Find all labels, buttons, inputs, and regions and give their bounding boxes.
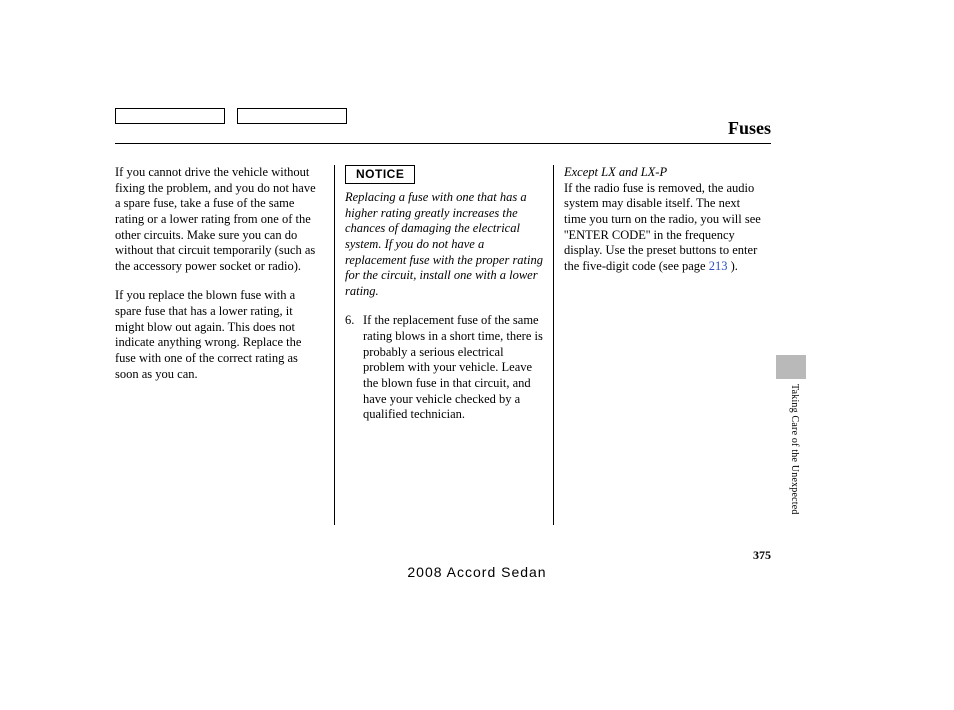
title-row: Fuses (115, 118, 771, 144)
column-1: If you cannot drive the vehicle without … (115, 165, 334, 525)
page-title: Fuses (115, 118, 771, 139)
numbered-step: 6. If the replacement fuse of the same r… (345, 313, 543, 422)
section-tab (776, 355, 806, 379)
body-paragraph: If you replace the blown fuse with a spa… (115, 288, 320, 382)
step-number: 6. (345, 313, 363, 422)
body-text: ). (727, 259, 737, 273)
page-reference-link[interactable]: 213 (709, 259, 728, 273)
section-label: Taking Care of the Unexpected (789, 384, 800, 515)
footer-model: 2008 Accord Sedan (0, 564, 954, 580)
exception-label: Except LX and LX-P (564, 165, 762, 181)
notice-text: Replacing a fuse with one that has a hig… (345, 190, 543, 299)
manual-page: Fuses If you cannot drive the vehicle wi… (0, 0, 954, 710)
page-number: 375 (753, 548, 771, 563)
content-columns: If you cannot drive the vehicle without … (115, 165, 772, 525)
step-text: If the replacement fuse of the same rati… (363, 313, 543, 422)
body-paragraph: If you cannot drive the vehicle without … (115, 165, 320, 274)
notice-label: NOTICE (345, 165, 415, 184)
body-paragraph: If the radio fuse is removed, the audio … (564, 181, 762, 275)
column-3: Except LX and LX-P If the radio fuse is … (553, 165, 772, 525)
column-2: NOTICE Replacing a fuse with one that ha… (334, 165, 553, 525)
